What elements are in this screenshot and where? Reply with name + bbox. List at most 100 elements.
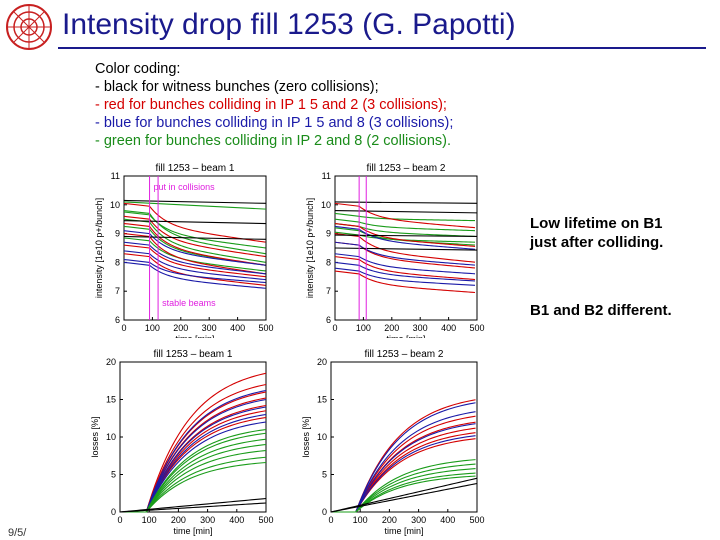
x-tick-label: 200 xyxy=(384,323,399,333)
x-tick-label: 200 xyxy=(382,515,397,525)
series-line-blue xyxy=(123,258,266,284)
series-line-blue xyxy=(123,241,266,275)
y-tick-label: 8 xyxy=(326,257,331,267)
y-tick-label: 7 xyxy=(115,286,120,296)
chart-title: fill 1253 – beam 1 xyxy=(154,349,233,360)
series-line-red xyxy=(120,410,267,513)
series-line-blue xyxy=(123,230,266,266)
footer-date: 9/5/ xyxy=(8,527,27,539)
series-line-blue xyxy=(331,402,476,513)
annotation-stable-beams: stable beams xyxy=(162,298,216,308)
x-tick-label: 0 xyxy=(332,323,337,333)
series-line-red xyxy=(123,215,266,258)
series-line-green xyxy=(123,201,267,210)
series-line-green xyxy=(331,475,476,513)
series-line-blue xyxy=(331,411,476,513)
chart-title: fill 1253 – beam 2 xyxy=(367,163,446,174)
coding-item-green: - green for bunches colliding in IP 2 an… xyxy=(95,133,451,149)
series-line-black xyxy=(123,220,267,225)
chart-losses-beam1: fill 1253 – beam 1 0 100 200 300 400 500 0 5 10 15… xyxy=(90,349,274,536)
x-tick-label: 100 xyxy=(145,323,160,333)
series-line-blue xyxy=(331,423,476,513)
x-tick-label: 400 xyxy=(440,515,455,525)
y-tick-label: 9 xyxy=(326,229,331,239)
series-line-black xyxy=(330,477,478,513)
y-axis-label: intensity [1e10 p+/bunch] xyxy=(305,198,315,298)
y-tick-label: 5 xyxy=(322,470,327,480)
series-line-green xyxy=(123,218,266,263)
series-line-red xyxy=(334,241,476,269)
x-tick-label: 100 xyxy=(142,515,157,525)
series-line-green xyxy=(334,222,476,237)
series-line-green xyxy=(123,211,266,249)
note-lifetime-line2: just after colliding. xyxy=(530,234,664,251)
series-line-green xyxy=(120,428,267,513)
y-tick-label: 0 xyxy=(322,507,327,517)
coding-item-red: - red for bunches colliding in IP 1 5 an… xyxy=(95,97,447,113)
note-difference: B1 and B2 different. xyxy=(530,302,672,319)
series-line-green xyxy=(123,237,266,272)
series-line-red xyxy=(334,270,476,294)
series-line-blue xyxy=(120,413,267,513)
color-coding-legend: Color coding: - black for witness bunche… xyxy=(95,60,453,150)
series-line-blue xyxy=(334,253,476,275)
x-tick-label: 400 xyxy=(229,515,244,525)
series-line-black xyxy=(123,199,267,204)
series-line-green xyxy=(331,468,476,513)
series-line-green xyxy=(120,438,267,513)
y-tick-label: 10 xyxy=(321,200,331,210)
series-line-blue xyxy=(120,421,267,513)
series-line-red xyxy=(120,372,267,513)
series-line-blue xyxy=(123,250,266,281)
series-line-red xyxy=(123,253,266,286)
y-tick-label: 5 xyxy=(111,470,116,480)
y-tick-label: 10 xyxy=(106,432,116,442)
series-line-blue xyxy=(334,225,476,250)
y-axis-label: losses [%] xyxy=(301,416,311,457)
series-line-red xyxy=(334,233,476,263)
y-tick-label: 9 xyxy=(115,229,120,239)
series-line-green xyxy=(331,463,476,513)
y-tick-label: 10 xyxy=(110,200,120,210)
series-line-red xyxy=(334,222,476,247)
series-line-green xyxy=(120,443,267,513)
series-line-blue xyxy=(120,398,267,513)
note-lifetime-line1: Low lifetime on B1 xyxy=(530,215,663,232)
series-line-green xyxy=(120,456,267,513)
x-tick-label: 500 xyxy=(258,515,273,525)
x-tick-label: 300 xyxy=(202,323,217,333)
y-tick-label: 11 xyxy=(322,171,331,181)
annotation-put-in-collisions: put in collisions xyxy=(154,182,216,192)
series-line-red xyxy=(331,432,476,513)
chart-title: fill 1253 – beam 2 xyxy=(365,349,444,360)
title-divider xyxy=(58,47,706,49)
series-line-blue xyxy=(123,261,266,289)
note-lifetime: Low lifetime on B1 just after colliding. xyxy=(530,214,663,252)
y-axis-label: intensity [1e10 p+/bunch] xyxy=(94,198,104,298)
x-tick-label: 0 xyxy=(328,515,333,525)
chart-intensity-beam1: fill 1253 – beam 1 0 100 200 300 400 500 6 7 8 9 10… xyxy=(94,163,274,338)
x-axis-label: time [min] xyxy=(386,334,425,338)
series-line-blue xyxy=(120,406,267,513)
coding-item-black: - black for witness bunches (zero collis… xyxy=(95,79,379,95)
series-line-blue xyxy=(334,241,476,266)
x-tick-label: 500 xyxy=(469,515,484,525)
y-tick-label: 10 xyxy=(317,432,327,442)
series-line-red xyxy=(123,244,266,278)
x-tick-label: 400 xyxy=(441,323,456,333)
series-line-green xyxy=(123,210,266,255)
series-line-red xyxy=(331,438,476,513)
y-tick-label: 20 xyxy=(106,357,116,367)
y-axis-label: losses [%] xyxy=(90,416,100,457)
x-tick-label: 500 xyxy=(469,323,484,333)
x-tick-label: 200 xyxy=(171,515,186,525)
y-tick-label: 8 xyxy=(115,257,120,267)
x-tick-label: 300 xyxy=(413,323,428,333)
x-tick-label: 100 xyxy=(356,323,371,333)
y-tick-label: 7 xyxy=(326,286,331,296)
series-line-black xyxy=(123,235,267,240)
y-tick-label: 0 xyxy=(111,507,116,517)
series-line-red xyxy=(123,233,266,275)
x-axis-label: time [min] xyxy=(173,526,212,536)
x-tick-label: 0 xyxy=(117,515,122,525)
